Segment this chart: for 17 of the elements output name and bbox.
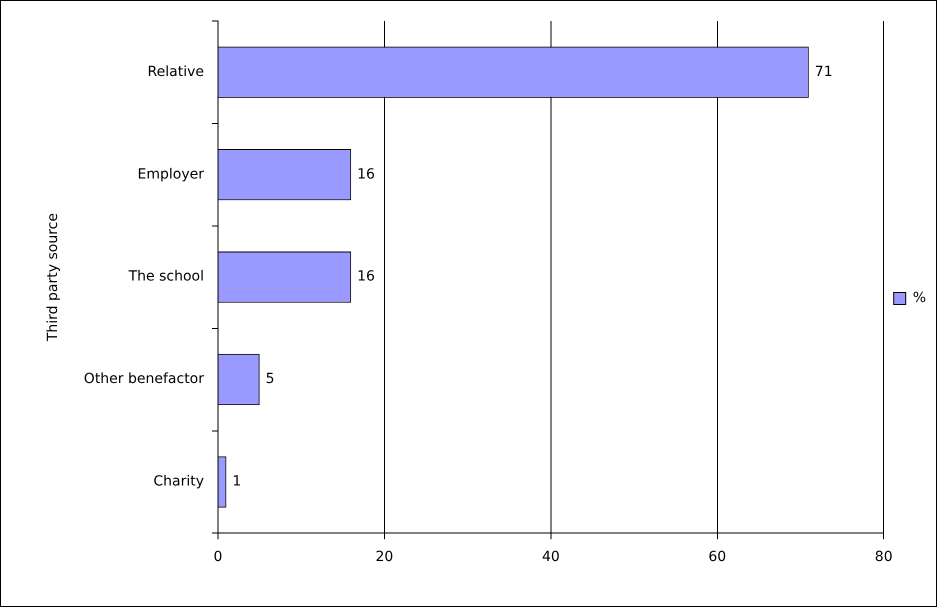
data-label: 16 [357, 166, 376, 182]
x-tick-label: 0 [214, 549, 222, 566]
data-label: 71 [814, 64, 833, 80]
data-label: 5 [266, 371, 275, 388]
x-tick-label: 20 [376, 549, 394, 566]
x-tick-label: 80 [874, 549, 893, 566]
legend-label: % [912, 290, 926, 306]
x-tick-label: 60 [708, 549, 726, 566]
y-tick-label: Charity [153, 474, 204, 490]
y-tick-label: The school [128, 268, 204, 285]
y-tick-label: Employer [138, 166, 204, 182]
data-label: 1 [232, 474, 242, 490]
y-tick-label: Other benefactor [84, 371, 204, 388]
y-axis-title: Third party source [45, 213, 62, 342]
x-tick-label: 40 [542, 549, 560, 566]
data-label: 16 [357, 268, 376, 285]
y-tick-label: Relative [148, 64, 204, 80]
